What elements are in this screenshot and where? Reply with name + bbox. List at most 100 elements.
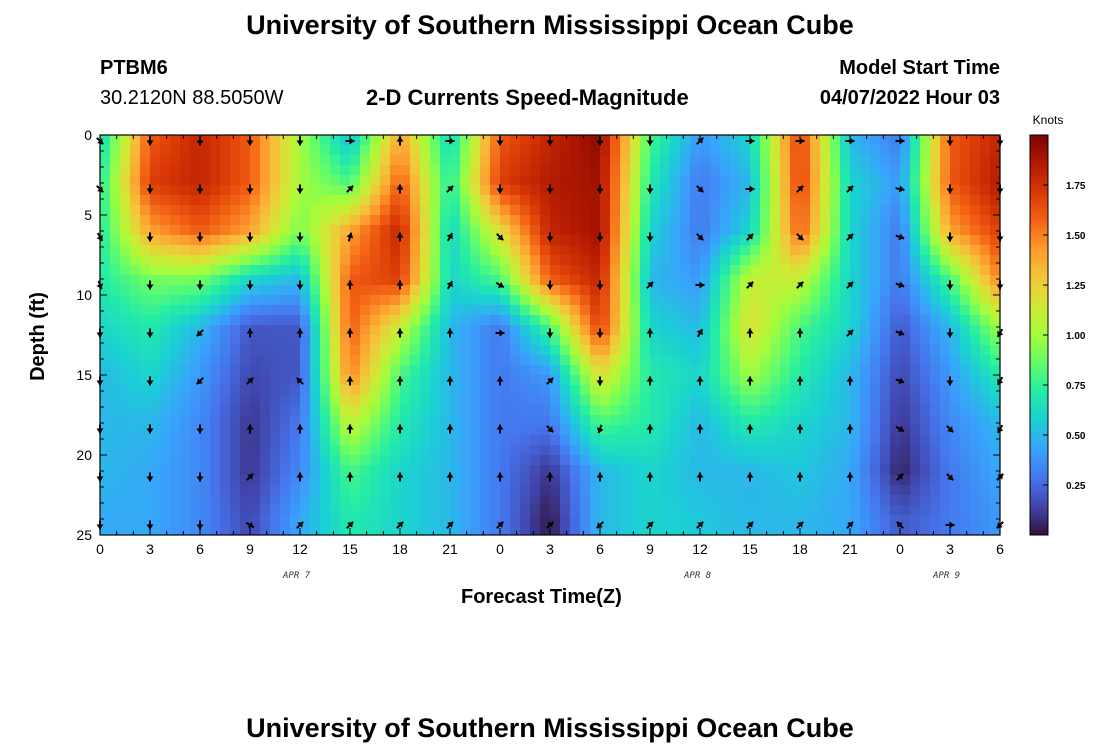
heatmap-cell — [760, 435, 771, 446]
heatmap-cell — [120, 185, 131, 196]
current-arrow-head — [296, 472, 304, 478]
heatmap-cell — [130, 335, 141, 346]
heatmap-cell — [650, 335, 661, 346]
heatmap-cell — [700, 185, 711, 196]
current-arrow — [546, 280, 554, 290]
current-arrow — [196, 329, 204, 337]
heatmap-cell — [380, 385, 391, 396]
heatmap-cell — [220, 175, 231, 186]
heatmap-cell — [640, 275, 651, 286]
heatmap-cell — [470, 425, 481, 436]
heatmap-cell — [400, 435, 411, 446]
heatmap-cell — [320, 325, 331, 336]
current-arrow — [746, 376, 754, 386]
heatmap-cell — [820, 495, 831, 506]
heatmap-cell — [900, 385, 911, 396]
heatmap-cell — [730, 265, 741, 276]
current-arrow — [846, 472, 854, 482]
heatmap-cell — [660, 365, 671, 376]
heatmap-cell — [170, 325, 181, 336]
heatmap-cell — [120, 205, 131, 216]
current-arrow-head — [946, 188, 954, 194]
heatmap-cell — [280, 345, 291, 356]
heatmap-cell — [880, 195, 891, 206]
heatmap-cell — [260, 505, 271, 516]
heatmap-cell — [590, 455, 601, 466]
heatmap-cell — [820, 205, 831, 216]
heatmap-cell — [720, 155, 731, 166]
heatmap-cell — [680, 375, 691, 386]
heatmap-cell — [870, 195, 881, 206]
heatmap-cell — [960, 165, 971, 176]
heatmap-cell — [920, 415, 931, 426]
heatmap-cell — [610, 335, 621, 346]
heatmap-cell — [200, 485, 211, 496]
heatmap-cell — [110, 195, 121, 206]
heatmap-cell — [410, 255, 421, 266]
heatmap-cell — [300, 215, 311, 226]
heatmap-cell — [140, 275, 151, 286]
colorbar: Knots 0.250.500.751.001.251.501.75 — [1029, 113, 1086, 536]
heatmap-cell — [980, 315, 991, 326]
heatmap-cell — [580, 135, 591, 146]
heatmap-cell — [200, 525, 211, 535]
heatmap-cell — [340, 245, 351, 256]
heatmap-cell — [420, 405, 431, 416]
heatmap-cell — [790, 175, 801, 186]
heatmap-cell — [990, 135, 1000, 146]
heatmap-cell — [220, 185, 231, 196]
current-arrow-head — [296, 236, 304, 242]
heatmap-cell — [990, 345, 1000, 356]
heatmap-cell — [480, 385, 491, 396]
heatmap-cell — [590, 385, 601, 396]
heatmap-cell — [800, 175, 811, 186]
heatmap-cell — [220, 135, 231, 146]
heatmap-cell — [960, 405, 971, 416]
heatmap-cell — [490, 325, 501, 336]
heatmap-cell — [340, 405, 351, 416]
heatmap-cell — [370, 245, 381, 256]
heatmap-cell — [150, 435, 161, 446]
heatmap-cell — [780, 225, 791, 236]
heatmap-cell — [290, 155, 301, 166]
heatmap-cell — [550, 205, 561, 216]
heatmap-cell — [610, 255, 621, 266]
heatmap-cell — [180, 425, 191, 436]
heatmap-cell — [190, 505, 201, 516]
current-arrow-head — [596, 522, 603, 529]
heatmap-cell — [570, 275, 581, 286]
heatmap-cell — [980, 405, 991, 416]
heatmap-cell — [470, 455, 481, 466]
heatmap-cell — [390, 475, 401, 486]
heatmap-cell — [160, 435, 171, 446]
heatmap-cell — [700, 215, 711, 226]
heatmap-cell — [720, 205, 731, 216]
heatmap-cell — [790, 475, 801, 486]
heatmap-cell — [260, 395, 271, 406]
heatmap-cell — [660, 275, 671, 286]
heatmap-cell — [630, 515, 641, 526]
heatmap-cell — [150, 215, 161, 226]
heatmap-cell — [310, 525, 321, 535]
heatmap-cell — [300, 445, 311, 456]
heatmap-cell — [960, 285, 971, 296]
heatmap-cell — [780, 315, 791, 326]
current-arrow-head — [846, 472, 854, 478]
heatmap-cell — [850, 205, 861, 216]
heatmap-cell — [830, 275, 841, 286]
heatmap-cell — [860, 245, 871, 256]
heatmap-cell — [850, 345, 861, 356]
heatmap-cell — [970, 515, 981, 526]
heatmap-cell — [530, 515, 541, 526]
heatmap-cell — [210, 435, 221, 446]
heatmap-cell — [850, 495, 861, 506]
heatmap-cell — [570, 515, 581, 526]
heatmap-cell — [520, 275, 531, 286]
heatmap-cell — [150, 365, 161, 376]
heatmap-cell — [400, 385, 411, 396]
heatmap-cell — [910, 305, 921, 316]
heatmap-cell — [920, 515, 931, 526]
heatmap-cell — [500, 295, 511, 306]
heatmap-cell — [860, 405, 871, 416]
heatmap-cell — [810, 305, 821, 316]
